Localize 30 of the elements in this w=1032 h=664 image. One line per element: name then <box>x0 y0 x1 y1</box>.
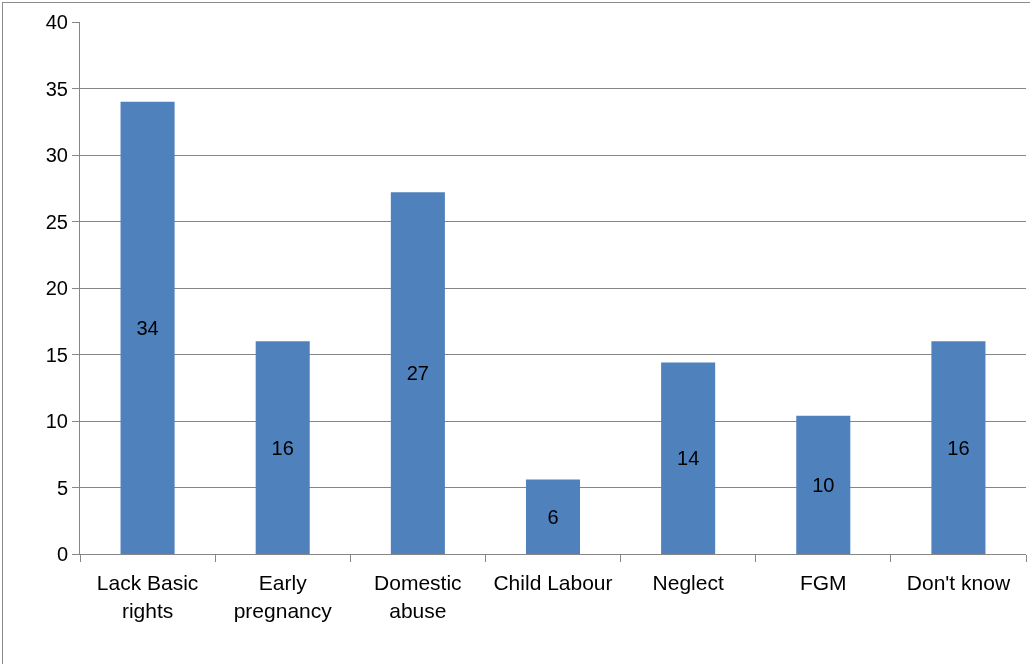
y-tick-label: 20 <box>45 277 68 299</box>
bar <box>525 479 581 554</box>
x-tick-label: Don't know <box>906 571 1011 595</box>
x-tick-label: Early pregnancy <box>233 571 333 622</box>
y-tick-label: 5 <box>56 476 68 499</box>
data-label: 27 <box>406 362 429 385</box>
y-tick-label: 10 <box>45 410 68 432</box>
y-tick-label: 25 <box>45 210 68 233</box>
x-tick-label: Lack Basic rights <box>96 571 199 622</box>
x-tick-label: Child Labour <box>493 571 613 595</box>
x-tick-label: Neglect <box>652 571 724 595</box>
y-tick-label: 15 <box>45 343 68 366</box>
y-tick-label: 0 <box>56 543 68 565</box>
bar <box>390 192 445 554</box>
data-label: 6 <box>547 505 559 528</box>
data-label: 10 <box>812 473 835 496</box>
y-tick-label: 35 <box>45 77 68 100</box>
data-label: 16 <box>271 436 294 459</box>
bar <box>931 341 986 554</box>
bar <box>120 101 175 554</box>
data-label: 34 <box>136 316 159 339</box>
x-tick-label: Domestic abuse <box>374 571 462 622</box>
y-tick-label: 30 <box>45 144 68 166</box>
bar <box>661 362 716 554</box>
x-tick-label: FGM <box>799 571 847 595</box>
data-label: 16 <box>947 436 970 459</box>
bar <box>255 341 310 554</box>
data-label: 14 <box>677 447 700 470</box>
y-tick-label: 40 <box>45 11 68 33</box>
bar <box>796 415 851 554</box>
